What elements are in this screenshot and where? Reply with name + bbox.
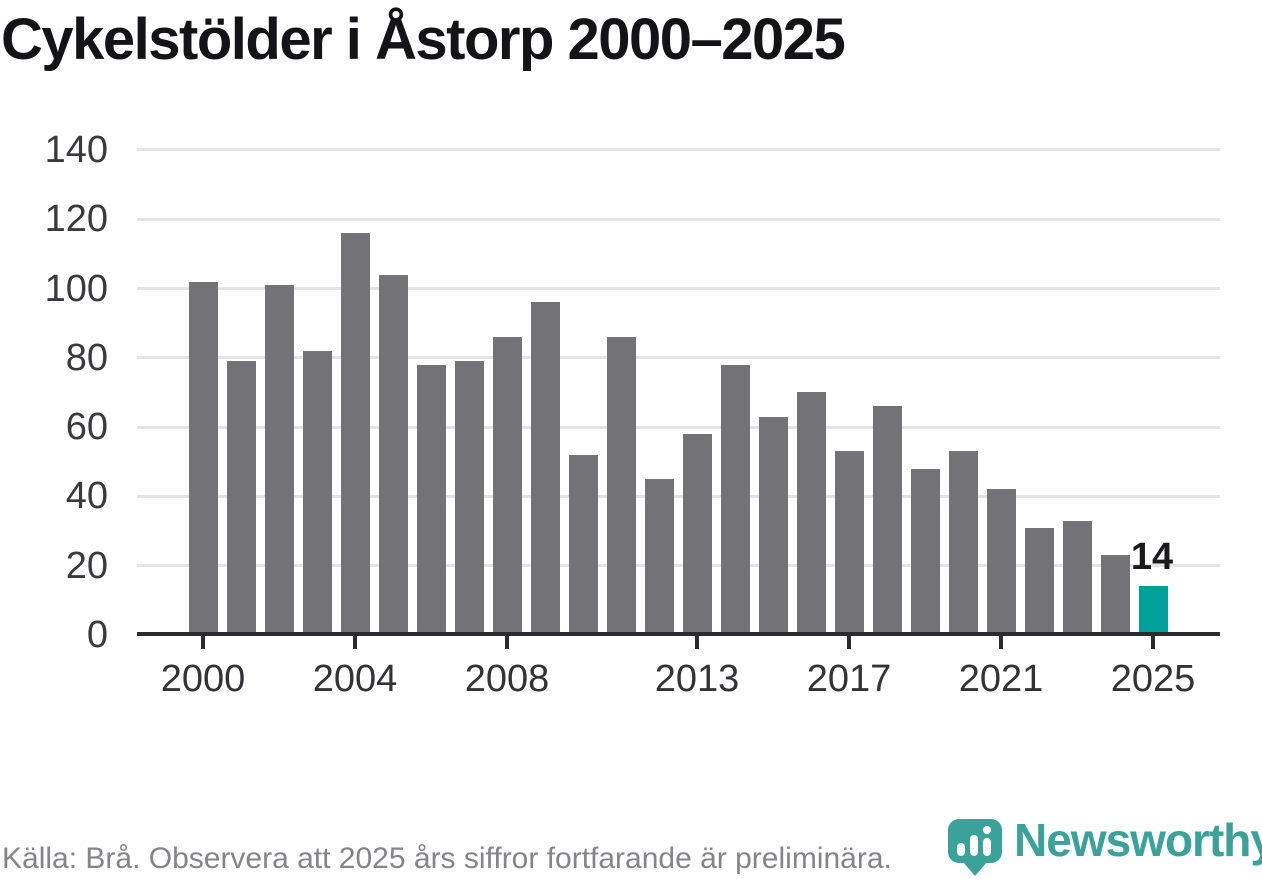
x-tick-label-2000: 2000: [160, 658, 246, 700]
bar-2009: [530, 302, 560, 635]
x-tick-label-2017: 2017: [806, 658, 892, 700]
x-tick-label-2004: 2004: [312, 658, 398, 700]
x-tick-2013: [695, 635, 699, 649]
gridline-120: [137, 217, 1220, 221]
x-axis-line: [137, 631, 1220, 636]
bar-2007: [454, 361, 484, 635]
bar-2008: [492, 337, 522, 635]
x-tick-label-2008: 2008: [464, 658, 550, 700]
x-tick-2025: [1151, 635, 1155, 649]
gridline-60: [137, 425, 1220, 429]
bar-2001: [226, 361, 256, 635]
x-tick-2017: [847, 635, 851, 649]
bar-2010: [568, 454, 598, 635]
x-tick-2004: [353, 635, 357, 649]
y-tick-label-20: 20: [65, 544, 108, 587]
y-tick-label-100: 100: [44, 267, 108, 310]
x-tick-label-2013: 2013: [654, 658, 740, 700]
x-tick-label-2025: 2025: [1110, 658, 1196, 700]
gridline-140: [137, 148, 1220, 152]
bar-2020: [948, 451, 978, 635]
gridline-40: [137, 494, 1220, 498]
bar-2025: [1138, 586, 1168, 635]
source-note: Källa: Brå. Observera att 2025 års siffr…: [2, 842, 892, 875]
y-tick-label-140: 140: [44, 128, 108, 171]
bar-2003: [302, 350, 332, 635]
y-tick-label-40: 40: [65, 475, 108, 518]
bar-2016: [796, 392, 826, 635]
x-tick-2000: [201, 635, 205, 649]
bar-2017: [834, 451, 864, 635]
gridline-20: [137, 564, 1220, 568]
bar-2014: [720, 364, 750, 635]
gridline-80: [137, 356, 1220, 360]
bar-2011: [606, 337, 636, 635]
gridline-100: [137, 287, 1220, 291]
bar-2019: [910, 468, 940, 635]
y-tick-label-120: 120: [44, 198, 108, 241]
bar-2000: [188, 281, 218, 635]
bar-2013: [682, 434, 712, 635]
y-tick-label-60: 60: [65, 406, 108, 449]
bar-2022: [1024, 527, 1054, 635]
bar-2005: [378, 274, 408, 635]
bar-2024: [1100, 555, 1130, 635]
chart-title: Cykelstölder i Åstorp 2000–2025: [1, 7, 846, 72]
highlight-value-label: 14: [1130, 536, 1174, 579]
x-tick-2008: [505, 635, 509, 649]
x-tick-label-2021: 2021: [958, 658, 1044, 700]
bar-2012: [644, 479, 674, 635]
bar-2018: [872, 406, 902, 635]
y-tick-label-80: 80: [65, 336, 108, 379]
bar-2015: [758, 416, 788, 635]
x-tick-2021: [999, 635, 1003, 649]
bar-2006: [416, 364, 446, 635]
bar-2002: [264, 285, 294, 635]
bar-2023: [1062, 520, 1092, 635]
bar-2004: [340, 233, 370, 635]
bar-2021: [986, 489, 1016, 635]
y-tick-label-0: 0: [86, 614, 108, 656]
